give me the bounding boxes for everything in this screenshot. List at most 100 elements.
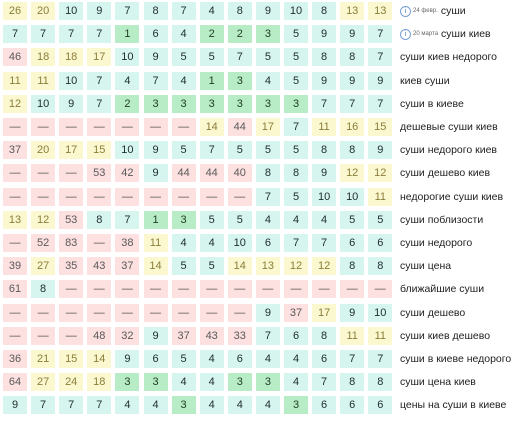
position-cell: 1 <box>143 210 168 229</box>
position-cell: — <box>59 164 84 183</box>
position-cell: 48 <box>87 326 112 345</box>
position-cell: 4 <box>171 234 196 252</box>
keyword-row: 26 20 10 9 7 8 7 4 8 9 10 8 13 13 i 24 февр. суши <box>0 2 512 20</box>
keyword-row: 39 27 35 43 37 14 5 5 14 13 12 12 8 8 суши цена <box>0 257 512 276</box>
keyword-text[interactable]: суши киев <box>441 28 491 41</box>
position-cell: 61 <box>3 280 27 299</box>
position-cell: 11 <box>312 118 337 136</box>
position-cell: 9 <box>312 25 337 44</box>
position-cell: 5 <box>227 210 252 229</box>
position-cell: 6 <box>368 234 393 252</box>
keyword-text[interactable]: дешевые суши киев <box>400 121 498 133</box>
position-cell: 64 <box>3 373 27 392</box>
position-cell: 4 <box>255 350 280 368</box>
info-icon[interactable]: i <box>400 28 411 40</box>
keyword-label[interactable]: суши в киеве <box>400 95 464 113</box>
keyword-label[interactable]: суши киев дешево <box>400 327 490 345</box>
keyword-label[interactable]: суши цена <box>400 257 451 275</box>
position-cell: 3 <box>284 396 308 415</box>
position-cell: 6 <box>227 350 252 368</box>
keyword-text[interactable]: суши киев дешево <box>400 329 491 342</box>
keyword-text[interactable]: суши поблизости <box>400 213 484 226</box>
position-cell: 8 <box>284 164 308 183</box>
keyword-label[interactable]: ближайшие суши <box>400 280 484 298</box>
keyword-label[interactable]: суши поблизости <box>400 211 483 229</box>
position-cell: — <box>31 164 56 183</box>
keyword-text[interactable]: суши цена киев <box>400 376 476 389</box>
keyword-label[interactable]: i 24 февр. суши <box>400 2 466 20</box>
keyword-row: —52 83—38 11 4 4 10 6 7 7 6 6 суши недорого <box>0 234 512 252</box>
position-cell: 4 <box>199 350 224 368</box>
keyword-row: 9 7 7 7 4 4 3 4 4 4 3 6 6 6 цены на суши в киеве <box>0 396 512 415</box>
position-cell: — <box>59 303 84 322</box>
position-cell: 35 <box>59 257 84 276</box>
position-cell: 27 <box>31 373 56 392</box>
keyword-text[interactable]: суши дешево <box>400 306 466 319</box>
keyword-row: 12 10 9 7 2 3 3 3 3 3 3 7 7 7 суши в киеве <box>0 94 512 113</box>
keyword-text[interactable]: суши киев недорого <box>400 51 497 64</box>
position-cell: — <box>171 303 196 322</box>
position-cell: 7 <box>255 187 280 206</box>
position-cell: 7 <box>3 25 27 44</box>
position-cell: 4 <box>115 71 140 90</box>
keyword-label[interactable]: недорогие суши киев <box>400 188 503 206</box>
keyword-text[interactable]: суши в киеве <box>400 97 464 110</box>
position-cell: 9 <box>368 141 393 160</box>
keyword-text[interactable]: суши цена <box>400 260 452 273</box>
position-cell: 13 <box>368 2 393 20</box>
keyword-row: — — — — — — — — —7 5 10 10 11 недорогие суши киев <box>0 187 512 206</box>
keyword-text[interactable]: суши дешево киев <box>400 167 491 180</box>
position-cell: 9 <box>143 141 168 160</box>
position-cell: 12 <box>340 164 365 183</box>
position-cell: 8 <box>368 257 393 276</box>
position-cell: — <box>3 187 27 206</box>
position-cell: 10 <box>312 187 337 206</box>
position-cell: 4 <box>255 71 280 90</box>
position-cell: 39 <box>3 257 27 276</box>
keyword-label[interactable]: суши недорого киев <box>400 141 497 159</box>
position-cell: 9 <box>115 350 140 368</box>
position-cell: 10 <box>59 71 84 90</box>
keyword-label[interactable]: суши киев недорого <box>400 48 497 66</box>
keyword-label[interactable]: суши недорого <box>400 234 472 252</box>
position-cell: 9 <box>255 2 280 20</box>
keyword-label[interactable]: суши цена киев <box>400 373 476 391</box>
position-cell: 6 <box>143 25 168 44</box>
position-cell: 10 <box>115 48 140 67</box>
keyword-text[interactable]: суши в киеве недорого <box>400 353 512 365</box>
keyword-label[interactable]: дешевые суши киев <box>400 118 498 136</box>
position-cell: — <box>31 187 56 206</box>
position-cell: 15 <box>368 118 393 136</box>
keyword-text[interactable]: ближайшие суши <box>400 283 485 296</box>
keyword-label[interactable]: i 20 марта суши киев <box>400 25 491 43</box>
keyword-label[interactable]: цены на суши в киеве <box>400 396 506 414</box>
position-cell: 8 <box>340 141 365 160</box>
position-cell: 9 <box>312 71 337 90</box>
keyword-text[interactable]: суши недорого киев <box>400 144 497 157</box>
position-cell: 5 <box>171 257 196 276</box>
position-cell: 5 <box>199 257 224 276</box>
keyword-label[interactable]: киев суши <box>400 72 450 90</box>
keyword-text[interactable]: суши недорого <box>400 237 473 249</box>
keyword-text[interactable]: суши <box>440 5 466 17</box>
info-icon[interactable]: i <box>400 5 411 17</box>
position-cell: — <box>87 234 112 252</box>
keyword-row: — — —53 42 9 44 44 40 8 8 9 12 12 суши дешево киев <box>0 164 512 183</box>
position-cell: 43 <box>199 326 224 345</box>
keyword-label[interactable]: суши в киеве недорого <box>400 350 511 368</box>
position-cell: 7 <box>199 141 224 160</box>
position-cell: 9 <box>340 303 365 322</box>
keyword-text[interactable]: недорогие суши киев <box>400 190 504 203</box>
position-cell: 7 <box>368 25 393 44</box>
position-cell: 3 <box>143 94 168 113</box>
position-cell: 7 <box>31 25 56 44</box>
keyword-row: 11 11 10 7 4 7 4 1 3 4 5 9 9 9 киев суши <box>0 71 512 90</box>
position-cell: 7 <box>87 71 112 90</box>
position-cell: 5 <box>368 210 393 229</box>
position-cell: 4 <box>171 25 196 44</box>
keyword-label[interactable]: суши дешево киев <box>400 164 490 182</box>
keyword-text[interactable]: киев суши <box>400 74 450 87</box>
keyword-label[interactable]: суши дешево <box>400 304 465 322</box>
keyword-text[interactable]: цены на суши в киеве <box>400 399 507 412</box>
